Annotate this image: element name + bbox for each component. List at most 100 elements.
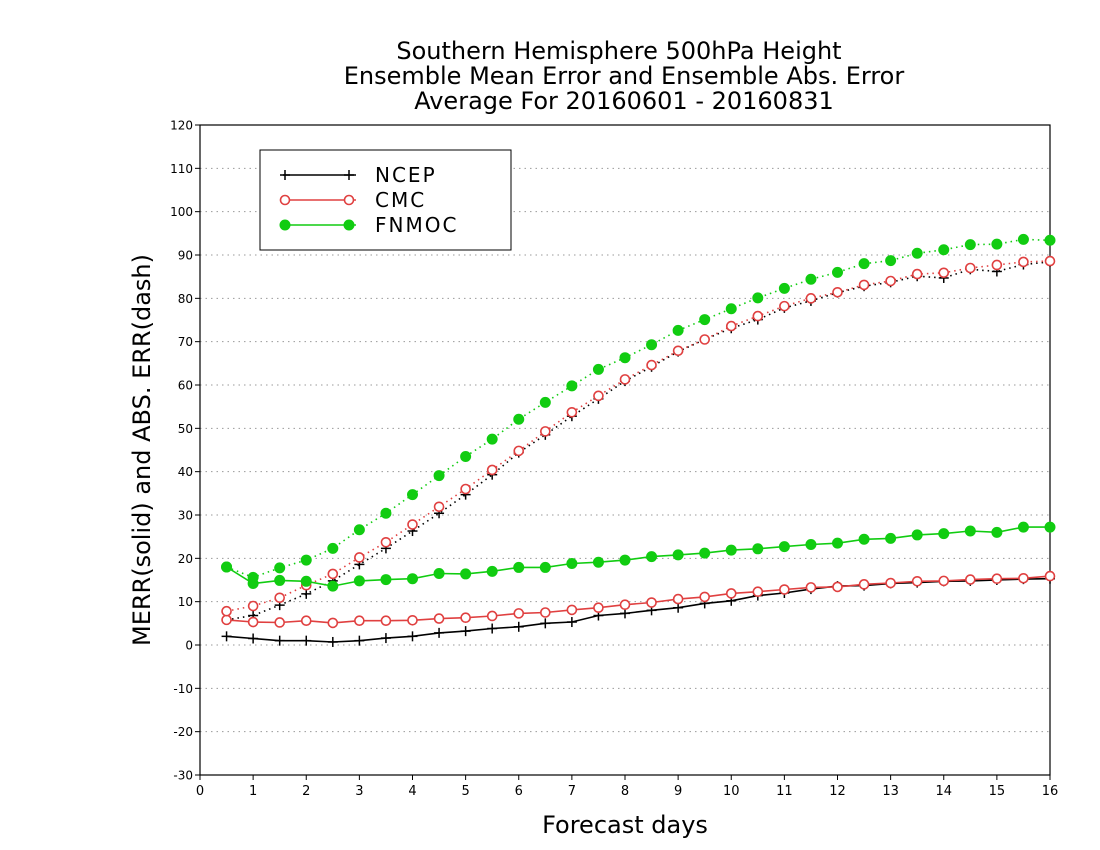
legend-marker-cmc (343, 194, 355, 206)
fnmoc-abs-err-point (964, 239, 976, 251)
x-tick-label: 14 (935, 784, 952, 799)
cmc-merr-point (513, 608, 525, 619)
series-fnmoc (221, 233, 1056, 592)
cmc-merr-point (911, 575, 923, 587)
legend-marker-cmc (279, 194, 291, 206)
ncep-merr-point (248, 633, 259, 644)
fnmoc-abs-err-line (226, 238, 1051, 579)
cmc-merr-point (672, 593, 684, 605)
fnmoc-merr-point (619, 554, 631, 566)
cmc-merr-point (354, 615, 365, 627)
fnmoc-merr-point (327, 580, 339, 592)
cmc-abs-err-point (832, 286, 843, 298)
ncep-merr-point (620, 608, 630, 619)
y-tick-label: 120 (170, 119, 193, 133)
cmc-merr-point (752, 586, 764, 598)
fnmoc-merr-point (672, 549, 684, 561)
fnmoc-abs-err-point (221, 561, 233, 573)
cmc-merr-point (885, 577, 896, 589)
cmc-merr-point (247, 616, 259, 628)
cmc-abs-err-point (752, 310, 764, 322)
cmc-abs-err-point (1018, 256, 1029, 268)
fnmoc-merr-point (433, 568, 445, 579)
cmc-abs-err-point (911, 268, 923, 280)
cmc-abs-err-point (965, 262, 976, 274)
x-axis-label: Forecast days (542, 811, 708, 839)
x-tick-label: 2 (302, 784, 310, 799)
fnmoc-merr-point (699, 547, 711, 559)
x-tick-label: 3 (355, 784, 363, 799)
y-tick-label: -30 (173, 769, 193, 783)
fnmoc-merr-point (858, 533, 870, 545)
fnmoc-abs-err-point (725, 303, 737, 315)
chart-title-line-2: Ensemble Mean Error and Ensemble Abs. Er… (344, 62, 905, 90)
cmc-abs-err-point (540, 426, 551, 437)
cmc-merr-point (832, 581, 843, 593)
ncep-merr-point (460, 626, 471, 637)
cmc-abs-err-point (380, 536, 392, 548)
fnmoc-merr-point (274, 574, 286, 586)
x-tick-label: 16 (1042, 784, 1059, 799)
fnmoc-abs-err-point (699, 314, 711, 326)
cmc-merr-point (486, 610, 498, 622)
x-tick-label: 4 (408, 784, 416, 799)
cmc-merr-point (380, 615, 392, 627)
fnmoc-merr-line (226, 526, 1050, 587)
ncep-merr-point (301, 635, 312, 646)
fnmoc-abs-err-point (460, 451, 472, 462)
cmc-merr-point (646, 597, 657, 608)
fnmoc-merr-point (300, 575, 312, 587)
fnmoc-abs-err-point (1017, 233, 1029, 245)
ncep-merr-point (327, 636, 338, 647)
x-tick-label: 7 (568, 784, 576, 799)
ncep-merr-point (513, 621, 524, 632)
fnmoc-abs-err-point (938, 244, 950, 256)
chart-title: Southern Hemisphere 500hPa Height Ensemb… (344, 37, 905, 115)
legend-item-cmc: CMC (279, 188, 424, 212)
ncep-abs-err-point (301, 588, 312, 599)
fnmoc-merr-point (911, 529, 923, 541)
cmc-abs-err-point (566, 406, 578, 418)
fnmoc-abs-err-point (752, 292, 764, 304)
y-tick-label: 70 (178, 335, 193, 349)
cmc-abs-err-point (699, 334, 710, 345)
legend-marker-fnmoc (343, 219, 355, 231)
cmc-merr-point (566, 604, 578, 616)
cmc-merr-point (433, 613, 445, 624)
cmc-abs-err-point (805, 293, 817, 304)
ncep-merr-point (566, 617, 577, 628)
fnmoc-abs-err-point (407, 489, 418, 501)
fnmoc-merr-point (725, 544, 737, 556)
fnmoc-merr-point (805, 538, 817, 550)
fnmoc-abs-err-point (885, 255, 897, 267)
cmc-abs-err-point (885, 275, 896, 287)
cmc-merr-point (460, 612, 471, 624)
cmc-abs-err-point (858, 279, 870, 291)
cmc-merr-point (1044, 570, 1056, 582)
legend-marker-ncep (280, 170, 290, 180)
fnmoc-abs-err-point (566, 380, 578, 392)
cmc-merr-point (407, 614, 418, 626)
cmc-merr-point (540, 607, 551, 618)
x-tick-label: 10 (723, 784, 740, 799)
cmc-merr-point (938, 575, 950, 587)
chart-title-line-3: Average For 20160601 - 20160831 (414, 87, 834, 115)
y-tick-label: 50 (178, 422, 193, 436)
cmc-merr-point (991, 573, 1003, 585)
cmc-merr-point (779, 584, 790, 595)
y-tick-label: 100 (170, 205, 193, 219)
ncep-merr-point (274, 635, 285, 646)
cmc-abs-err-point (486, 464, 498, 476)
fnmoc-abs-err-point (327, 542, 339, 554)
cmc-abs-err-point (433, 501, 445, 513)
cmc-merr-point (274, 617, 285, 628)
cmc-abs-err-point (725, 320, 737, 332)
y-tick-label: -10 (173, 682, 193, 696)
y-axis-label: MERR(solid) and ABS. ERR(dash) (128, 254, 156, 646)
fnmoc-merr-point (832, 537, 843, 549)
y-tick-label: 30 (178, 509, 193, 523)
fnmoc-merr-point (991, 526, 1003, 538)
ncep-merr-point (380, 633, 391, 644)
x-tick-label: 13 (882, 784, 899, 799)
y-tick-label: 10 (178, 595, 193, 609)
